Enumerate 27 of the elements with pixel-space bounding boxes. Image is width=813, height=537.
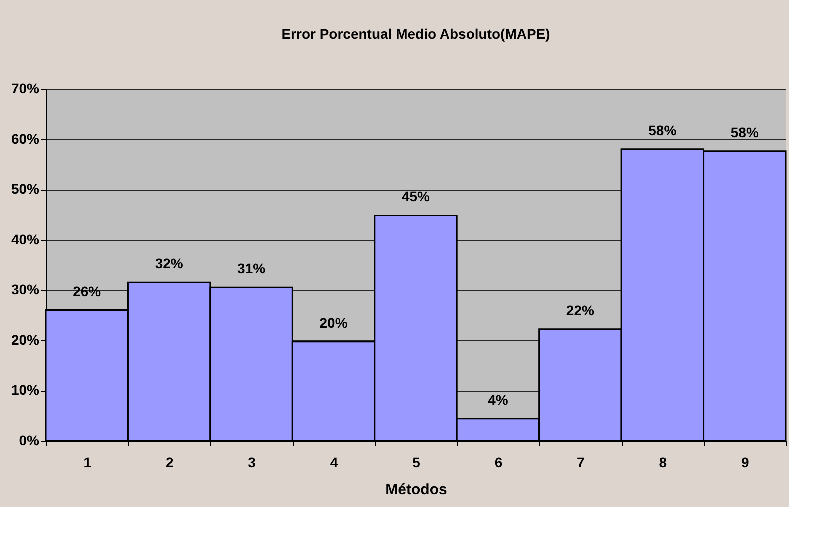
- y-tick-label: 70%: [11, 80, 40, 96]
- x-tick-label: 1: [84, 454, 92, 470]
- x-tick-label: 2: [166, 454, 174, 470]
- x-tick-label: 4: [330, 454, 338, 470]
- data-label: 58%: [730, 124, 760, 140]
- x-tick-label: 8: [659, 454, 668, 470]
- chart-title: Error Porcentual Medio Absoluto(MAPE): [282, 26, 550, 42]
- y-tick-label: 30%: [11, 282, 40, 298]
- y-tick-label: 50%: [11, 181, 40, 198]
- data-label: 32%: [155, 256, 184, 272]
- data-label: 31%: [238, 260, 266, 277]
- x-tick-label: 6: [494, 454, 503, 470]
- x-tick-label: 3: [248, 454, 256, 470]
- data-label: 58%: [648, 122, 678, 138]
- y-tick-label: 60%: [11, 130, 40, 147]
- data-label: 45%: [402, 188, 431, 205]
- y-tick-label: 10%: [11, 382, 40, 398]
- x-tick-label: 5: [412, 454, 421, 470]
- y-tick-label: 40%: [11, 231, 40, 248]
- x-axis-title: Métodos: [386, 482, 448, 498]
- data-label: 20%: [320, 314, 348, 331]
- y-tick-label: 0%: [19, 432, 40, 448]
- x-tick-label: 7: [577, 454, 586, 470]
- data-label: 4%: [488, 392, 509, 408]
- data-label: 22%: [566, 302, 595, 318]
- y-tick-label: 20%: [11, 332, 40, 348]
- x-tick-label: 9: [741, 454, 750, 470]
